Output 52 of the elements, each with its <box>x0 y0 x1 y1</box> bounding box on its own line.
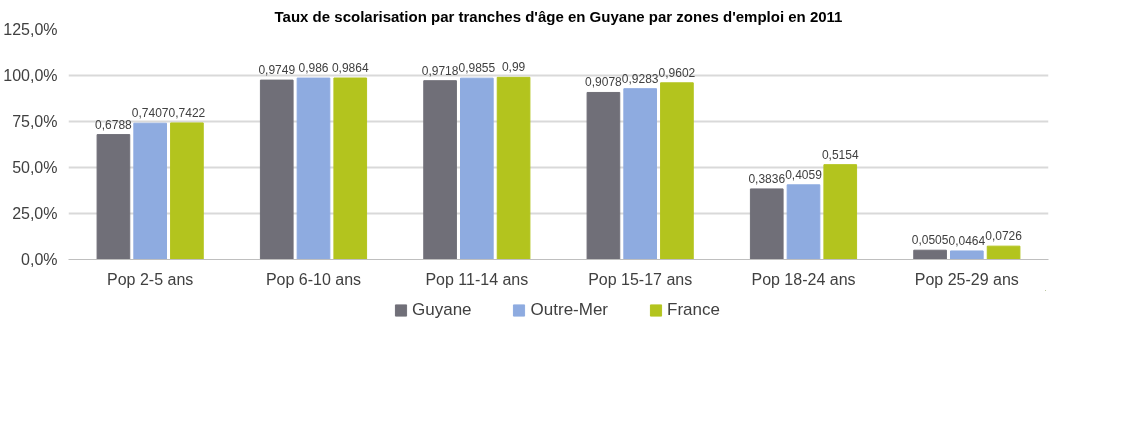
data-label: 0,7407 <box>131 106 169 121</box>
bar <box>660 82 694 260</box>
data-label: 0,3836 <box>748 171 786 186</box>
data-label: 0,9749 <box>258 63 296 78</box>
bar <box>96 134 131 260</box>
legend-label: Guyane <box>412 300 472 320</box>
bar <box>586 91 621 260</box>
y-tick-label: 0,0% <box>21 251 58 268</box>
bar <box>133 122 167 260</box>
data-label: 0,0464 <box>948 233 986 248</box>
bar <box>460 77 494 260</box>
bar <box>333 77 368 260</box>
x-tick-label: Pop 25-29 ans <box>914 270 1019 288</box>
x-tick-label: Pop 18-24 ans <box>751 270 856 288</box>
bar <box>170 122 204 260</box>
bar <box>496 76 531 260</box>
data-label: 0,99 <box>501 60 526 75</box>
data-label: 0,986 <box>298 61 329 76</box>
data-label: 0,9718 <box>421 63 459 78</box>
bar <box>749 188 784 260</box>
bar <box>296 77 331 260</box>
data-label: 0,0505 <box>911 233 949 248</box>
data-label: 0,6788 <box>95 117 133 132</box>
legend-label: Outre-Mer <box>530 300 609 320</box>
y-tick-label: 25,0% <box>12 205 58 222</box>
data-label: 0,7422 <box>168 105 206 120</box>
data-label: 0,9855 <box>458 61 496 76</box>
data-label: 0,5154 <box>821 147 859 162</box>
bar <box>259 79 294 260</box>
x-tick-label: Pop 2-5 ans <box>107 270 194 288</box>
data-label: 0,4059 <box>785 167 823 182</box>
bar <box>786 184 821 260</box>
legend-label: France <box>667 300 720 320</box>
bar <box>950 250 984 260</box>
bar <box>823 164 858 260</box>
x-tick-label: Pop 6-10 ans <box>265 270 362 288</box>
bar <box>913 249 947 260</box>
data-label: 0,9078 <box>585 75 623 90</box>
y-tick-label: 125,0% <box>3 21 58 38</box>
bar <box>623 88 657 260</box>
y-tick-label: 100,0% <box>3 67 58 84</box>
chart-title: Taux de scolarisation par tranches d'âge en Guyane par zones d'emploi en 2011 <box>274 7 843 25</box>
data-label: 0,9283 <box>621 71 659 86</box>
bar <box>423 80 457 260</box>
bar <box>986 245 1021 260</box>
data-label: 0,9602 <box>658 65 696 80</box>
data-label: 0,9864 <box>331 61 369 75</box>
data-label: 0,0726 <box>985 229 1023 244</box>
x-tick-label: Pop 15-17 ans <box>588 270 693 288</box>
y-tick-label: 50,0% <box>12 159 58 176</box>
y-tick-label: 75,0% <box>12 113 58 130</box>
x-tick-label: Pop 11-14 ans <box>425 270 529 288</box>
